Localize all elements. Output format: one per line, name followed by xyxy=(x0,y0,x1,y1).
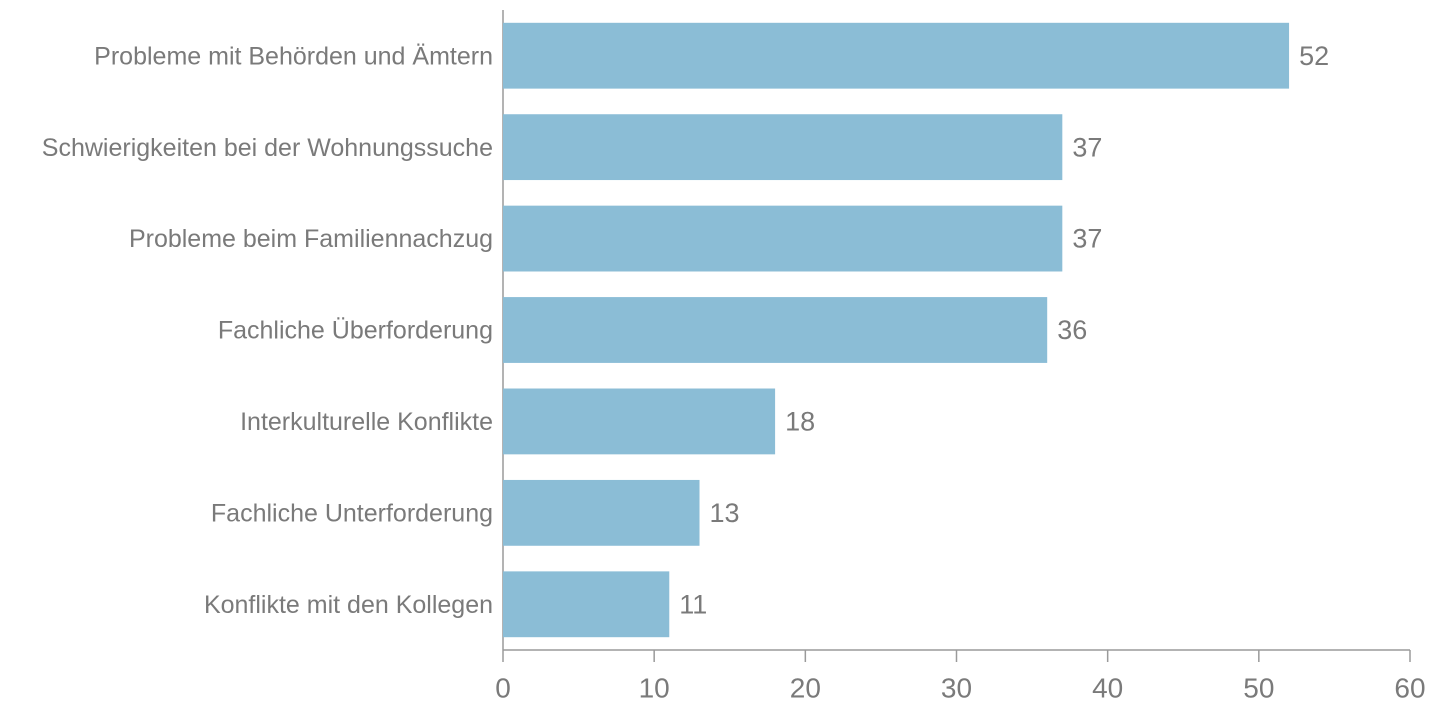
x-tick-label: 50 xyxy=(1243,672,1274,703)
bar xyxy=(503,114,1063,181)
y-tick-label: Probleme beim Familiennachzug xyxy=(129,225,493,253)
y-tick-label: Schwierigkeiten bei der Wohnungssuche xyxy=(42,134,493,162)
x-tick-label: 30 xyxy=(941,672,972,703)
value-label: 11 xyxy=(679,589,707,619)
bar xyxy=(503,388,776,455)
value-label: 37 xyxy=(1072,224,1102,254)
bar xyxy=(503,479,700,546)
bar xyxy=(503,22,1290,89)
x-tick-label: 0 xyxy=(495,672,511,703)
value-label: 13 xyxy=(710,498,740,528)
x-tick-label: 60 xyxy=(1394,672,1425,703)
bar xyxy=(503,571,670,638)
bar xyxy=(503,205,1063,272)
value-label: 52 xyxy=(1299,41,1329,71)
x-tick-label: 10 xyxy=(639,672,670,703)
x-tick-label: 40 xyxy=(1092,672,1123,703)
y-tick-label: Fachliche Überforderung xyxy=(218,317,493,345)
y-tick-label: Probleme mit Behörden und Ämtern xyxy=(94,42,493,70)
value-label: 37 xyxy=(1072,132,1102,162)
y-tick-label: Konflikte mit den Kollegen xyxy=(204,591,493,619)
bar xyxy=(503,297,1048,363)
y-tick-label: Fachliche Unterforderung xyxy=(211,499,493,527)
y-tick-label: Interkulturelle Konflikte xyxy=(240,408,493,436)
x-tick-label: 20 xyxy=(790,672,821,703)
value-label: 18 xyxy=(785,407,815,437)
value-label: 36 xyxy=(1057,315,1087,345)
